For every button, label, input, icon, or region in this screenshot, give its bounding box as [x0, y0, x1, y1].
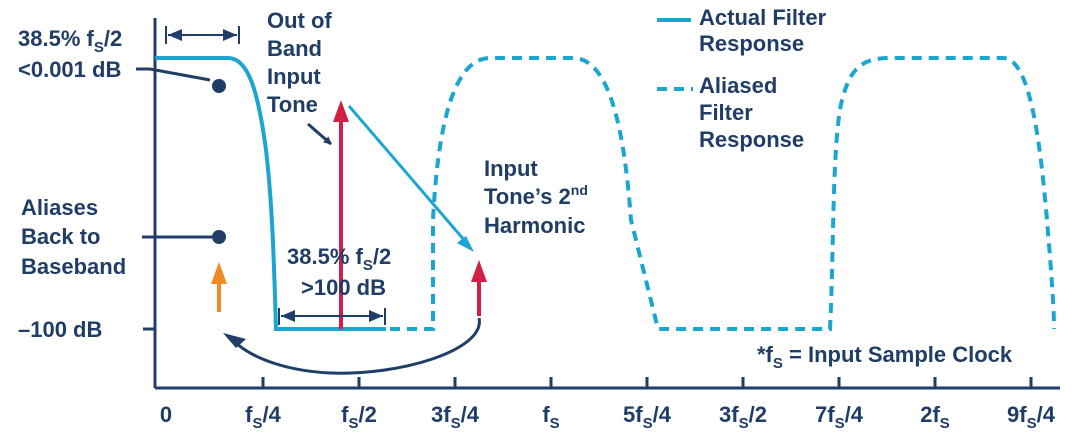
- aliases-line3: Baseband: [21, 254, 126, 279]
- alias-curved-arrow-icon: [223, 317, 481, 375]
- harmonic-pointer-arrow-icon: [347, 105, 474, 252]
- aliased-filter-response-1: [390, 56, 1056, 331]
- x-tick-label: 0: [160, 402, 172, 427]
- actual-filter-response: [155, 56, 386, 331]
- x-tick-marks: [261, 377, 1033, 388]
- out-of-band-line3: Input: [267, 64, 321, 89]
- y-axis-label-100db: –100 dB: [18, 317, 102, 342]
- out-of-band-line1: Out of: [267, 8, 332, 33]
- aliased-tone-arrow-icon: [211, 262, 227, 312]
- passband-dot-icon: [212, 79, 226, 93]
- out-of-band-tone-arrow-icon: [333, 100, 349, 329]
- legend-actual-line1: Actual Filter: [699, 5, 827, 30]
- x-tick-label: 3fS/2: [719, 402, 767, 432]
- legend-actual-line2: Response: [699, 31, 804, 56]
- harmonic-tone-arrow-icon: [471, 260, 487, 316]
- legend-aliased-line2: Filter: [699, 100, 753, 125]
- aliases-dot-icon: [212, 230, 226, 244]
- harmonic-line1: Input: [484, 156, 538, 181]
- harmonic-line2: Tone’s 2nd: [484, 182, 588, 209]
- x-tick-label: fS/4: [245, 402, 281, 432]
- x-tick-label: fS/2: [341, 402, 377, 432]
- aliases-line2: Back to: [21, 224, 100, 249]
- x-tick-label: 2fS: [920, 402, 950, 432]
- out-of-band-line4: Tone: [267, 92, 318, 117]
- out-of-band-line2: Band: [267, 36, 322, 61]
- aliases-line1: Aliases: [21, 195, 98, 220]
- harmonic-line3: Harmonic: [484, 213, 585, 238]
- x-tick-label: 9fS/4: [1007, 402, 1056, 432]
- legend-aliased-line3: Response: [699, 127, 804, 152]
- out-of-band-pointer-arrow-icon: [307, 122, 332, 146]
- legend-aliased-line1: Aliased: [699, 73, 777, 98]
- x-tick-label: 3fS/4: [431, 402, 480, 432]
- passband-annotation-line1: 38.5% fS/2: [18, 26, 122, 56]
- passband-annotation-line2: <0.001 dB: [18, 57, 121, 82]
- x-tick-label: 5fS/4: [623, 402, 672, 432]
- stopband-annotation-line1: 38.5% fS/2: [287, 244, 391, 274]
- x-tick-labels: 0 fS/4 fS/2 3fS/4 fS 5fS/4 3fS/2 7fS/4 2…: [160, 402, 1056, 432]
- stopband-width-arrow-icon: [278, 308, 386, 325]
- stopband-annotation-line2: >100 dB: [301, 275, 386, 300]
- passband-pointer-diagonal: [149, 67, 211, 82]
- x-tick-label: 7fS/4: [815, 402, 864, 432]
- footnote: *fS = Input Sample Clock: [757, 342, 1013, 372]
- x-tick-label: fS: [542, 402, 559, 432]
- passband-width-arrow-icon: [165, 26, 240, 44]
